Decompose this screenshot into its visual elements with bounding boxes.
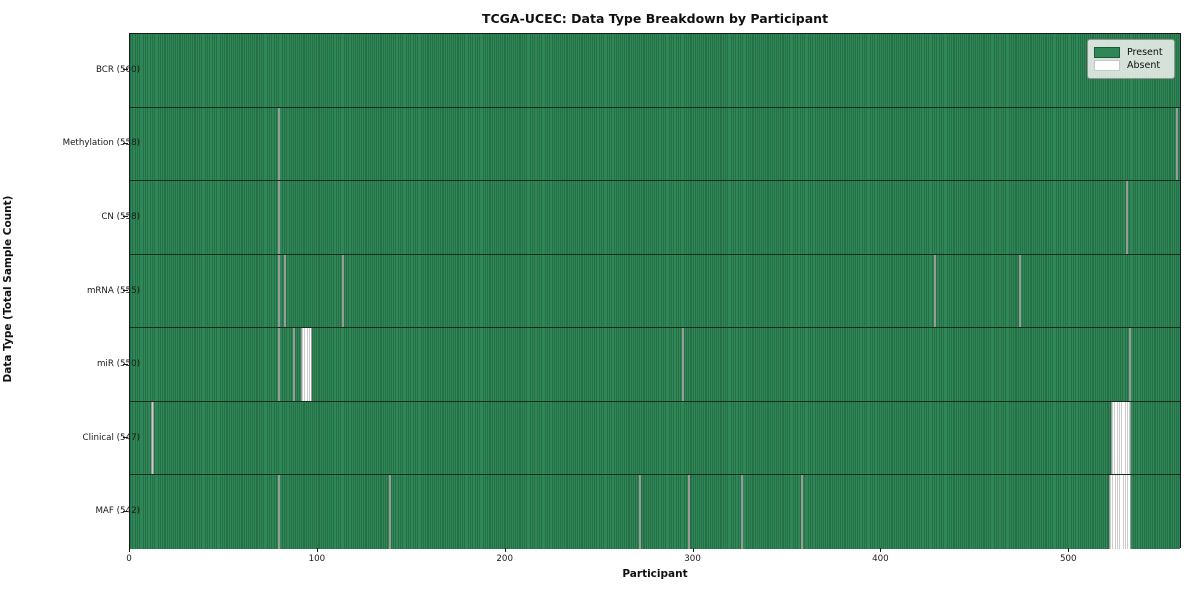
- absent-mark: [1129, 328, 1132, 401]
- present-swatch: [1094, 47, 1120, 58]
- heatmap-row-methylation: [130, 107, 1180, 182]
- x-tick-mark: [504, 548, 506, 552]
- absent-mark: [278, 475, 281, 549]
- x-tick-label-300: 300: [684, 554, 701, 564]
- y-tick-mark: [123, 142, 128, 144]
- y-tick-label-mrna: mRNA (555): [86, 285, 140, 296]
- x-tick-mark: [1068, 548, 1070, 552]
- x-tick-label-400: 400: [872, 554, 889, 564]
- heatmap-rows: [130, 34, 1180, 549]
- y-axis-label: Data Type (Total Sample Count): [2, 195, 14, 383]
- absent-swatch: [1094, 60, 1120, 71]
- x-tick-label-100: 100: [308, 554, 326, 564]
- heatmap-row-mrna: [130, 254, 1180, 329]
- y-tick-label-cn: CN (558): [101, 211, 140, 222]
- absent-mark: [1018, 254, 1021, 328]
- absent-mark: [150, 401, 155, 475]
- y-tick-mark: [123, 216, 128, 218]
- absent-mark: [687, 475, 690, 549]
- y-tick-mark: [123, 437, 128, 439]
- y-tick-label-maf: MAF (542): [95, 506, 140, 517]
- absent-mark: [278, 107, 281, 181]
- absent-mark: [278, 254, 281, 328]
- absent-mark: [639, 475, 642, 549]
- y-tick-mark: [123, 510, 128, 512]
- absent-mark: [284, 254, 287, 328]
- heatmap-row-bcr: [130, 34, 1180, 108]
- legend: Present Absent: [1087, 39, 1175, 79]
- absent-mark: [682, 328, 685, 401]
- legend-entry-present: Present: [1094, 47, 1167, 58]
- absent-mark: [934, 254, 937, 328]
- x-tick-label-0: 0: [126, 554, 132, 564]
- x-tick-label-500: 500: [1059, 554, 1077, 564]
- absent-mark: [278, 181, 281, 254]
- absent-mark: [1176, 107, 1179, 181]
- x-tick-mark: [692, 548, 694, 552]
- legend-label-present: Present: [1127, 47, 1163, 58]
- y-tick-mark: [123, 363, 128, 365]
- chart-title: TCGA-UCEC: Data Type Breakdown by Partic…: [481, 11, 829, 26]
- x-tick-mark: [880, 548, 882, 552]
- x-tick-mark: [316, 548, 318, 552]
- legend-label-absent: Absent: [1127, 60, 1161, 71]
- x-tick-label-200: 200: [496, 554, 513, 564]
- heatmap-row-cn: [130, 181, 1180, 255]
- plot-area: Present Absent: [129, 33, 1181, 549]
- absent-mark: [293, 328, 296, 401]
- y-tick-label-methylation: Methylation (558): [62, 138, 140, 149]
- absent-mark: [1110, 401, 1132, 475]
- x-axis-label: Participant: [622, 568, 688, 580]
- heatmap-row-mir: [130, 328, 1180, 402]
- x-tick-mark: [129, 548, 130, 552]
- absent-mark: [1125, 181, 1128, 254]
- absent-mark: [1108, 475, 1132, 549]
- absent-mark: [300, 328, 313, 401]
- absent-mark: [389, 475, 392, 549]
- absent-mark: [740, 475, 743, 549]
- y-tick-label-bcr: BCR (560): [95, 64, 140, 75]
- absent-mark: [800, 475, 803, 549]
- y-tick-label-clinical: Clinical (547): [82, 432, 140, 443]
- legend-entry-absent: Absent: [1094, 60, 1167, 71]
- heatmap-row-clinical: [130, 401, 1180, 476]
- heatmap-row-maf: [130, 475, 1180, 549]
- absent-mark: [342, 254, 345, 328]
- absent-mark: [278, 328, 281, 401]
- y-tick-label-mir: miR (550): [96, 359, 140, 370]
- y-tick-mark: [123, 290, 128, 291]
- y-tick-mark: [123, 69, 128, 71]
